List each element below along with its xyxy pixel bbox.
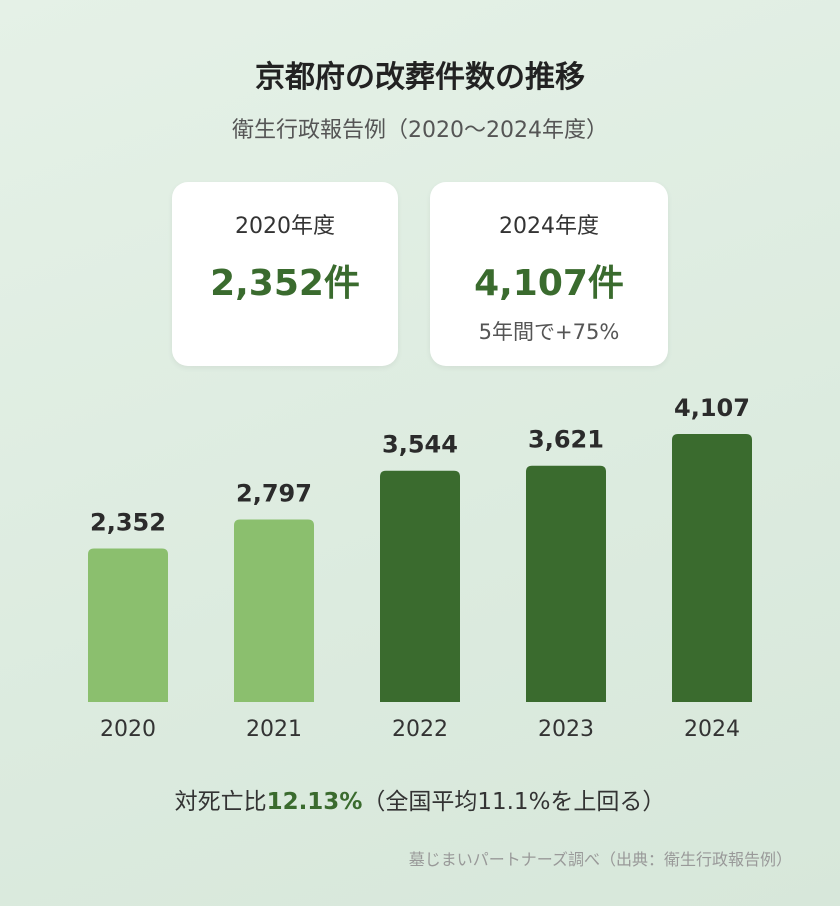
bar-value-label: 4,107 (674, 394, 750, 422)
bar-chart: 2,352 2020 2,797 2021 3,544 2022 3,621 2023 4,10… (88, 394, 752, 742)
stat-card-value: 4,107件 (474, 263, 624, 304)
bar-2021 (234, 519, 314, 702)
bar-2024 (672, 434, 752, 702)
x-tick-label: 2022 (392, 717, 448, 742)
ratio-suffix: （全国平均11.1%を上回る） (362, 789, 666, 815)
bar-value-label: 3,621 (528, 426, 604, 454)
x-tick-label: 2024 (684, 717, 740, 742)
bar-2020 (88, 548, 168, 702)
stat-card-2020: 2020年度 2,352件 (172, 182, 398, 366)
stat-card-label: 2024年度 (499, 214, 599, 239)
ratio-prefix: 対死亡比 (174, 789, 267, 815)
bar-value-label: 2,352 (90, 509, 166, 537)
x-tick-label: 2023 (538, 717, 594, 742)
source-note: 墓じまいパートナーズ調べ（出典：衛生行政報告例） (408, 850, 792, 869)
stat-card-value: 2,352件 (210, 263, 360, 304)
chart-title: 京都府の改葬件数の推移 (255, 60, 585, 95)
bar-value-label: 2,797 (236, 479, 312, 507)
chart-subtitle: 衛生行政報告例（2020〜2024年度） (232, 118, 608, 143)
stat-card-label: 2020年度 (235, 214, 335, 239)
death-ratio-note: 対死亡比12.13%（全国平均11.1%を上回る） (0, 782, 840, 816)
x-tick-label: 2020 (100, 717, 156, 742)
bar-2022 (380, 470, 460, 702)
ratio-value: 12.13% (266, 789, 363, 815)
bar-value-label: 3,544 (382, 431, 458, 459)
stat-card-note: 5年間で+75% (478, 320, 620, 344)
bar-2023 (526, 465, 606, 702)
x-tick-label: 2021 (246, 717, 302, 742)
stat-card-2024: 2024年度 4,107件 5年間で+75% (430, 182, 668, 366)
